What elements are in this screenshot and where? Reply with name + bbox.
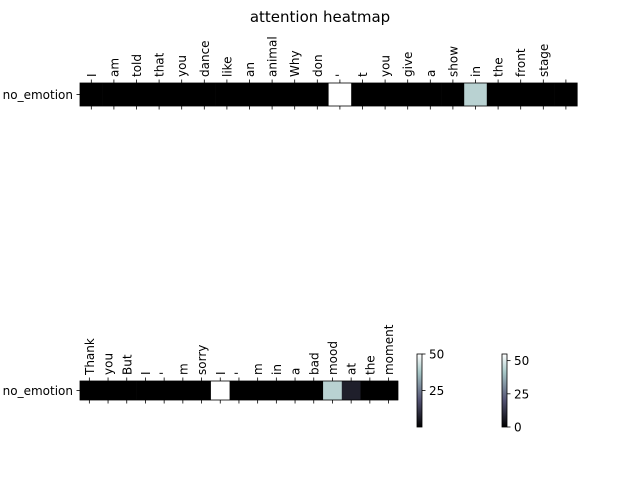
token-label: that xyxy=(153,52,167,77)
heatmap-cell-1-16 xyxy=(441,83,465,106)
heatmap-cell-1-19 xyxy=(509,83,533,106)
heatmap-cell-2-10 xyxy=(267,381,286,400)
colorbar-fill xyxy=(502,354,507,427)
heatmap-cell-1-12 xyxy=(351,83,375,106)
token-label: you xyxy=(379,55,393,77)
heatmap-cell-1-17 xyxy=(464,83,488,106)
heatmap-cell-1-4 xyxy=(170,83,194,106)
heatmap-cell-1-21 xyxy=(554,83,578,106)
heatmap-cell-2-5 xyxy=(173,381,193,400)
colorbar-tick-label: 25 xyxy=(429,384,444,398)
token-label: ' xyxy=(158,372,172,375)
token-label: I xyxy=(85,73,99,77)
heatmap-cell-1-20 xyxy=(532,83,555,106)
token-label: ' xyxy=(232,372,246,375)
heatmap-cell-1-7 xyxy=(238,83,262,106)
token-label: told xyxy=(130,54,144,77)
colorbar-fill xyxy=(417,354,422,427)
token-label: an xyxy=(243,62,257,77)
token-label: front xyxy=(514,48,528,77)
chart-title: attention heatmap xyxy=(250,8,390,26)
colorbar-tick-label: 50 xyxy=(429,348,444,362)
heatmap-cell-2-0 xyxy=(80,381,99,400)
heatmap-cell-1-18 xyxy=(486,83,510,106)
row-label: no_emotion xyxy=(3,384,73,398)
heatmap-cell-1-11 xyxy=(328,83,352,106)
colorbar-tick-label: 50 xyxy=(514,354,529,368)
token-label: am xyxy=(107,58,121,77)
heatmap-bottom: Thank you But I ' m sorry I ' m in a bad mood at the mom… xyxy=(3,324,399,404)
heatmap-cell-1-3 xyxy=(147,83,171,106)
heatmap-cell-2-7 xyxy=(210,381,230,400)
heatmap-cell-2-3 xyxy=(136,381,156,400)
heatmap-cell-1-0 xyxy=(80,83,103,106)
token-label: But xyxy=(120,354,134,375)
token-label: like xyxy=(220,56,234,77)
heatmap-cell-2-16 xyxy=(379,381,399,400)
token-label: a xyxy=(424,70,438,77)
token-label: I xyxy=(214,371,228,375)
heatmap-cell-2-2 xyxy=(117,381,137,400)
colorbar-2: 0 25 50 xyxy=(501,353,529,435)
heatmap-cell-1-2 xyxy=(125,83,149,106)
token-label: sorry xyxy=(195,345,209,375)
heatmap-cell-1-6 xyxy=(215,83,239,106)
token-label: animal xyxy=(266,36,280,77)
heatmap-cell-2-13 xyxy=(323,381,343,400)
token-label: m xyxy=(176,363,190,375)
row-label: no_emotion xyxy=(3,88,73,102)
heatmap-cell-2-6 xyxy=(192,381,212,400)
token-label: bad xyxy=(307,352,321,375)
colorbar-1: 25 50 xyxy=(416,348,444,428)
token-label: in xyxy=(469,66,483,77)
colorbar-frame xyxy=(501,353,508,428)
heatmap-cell-2-8 xyxy=(229,381,249,400)
heatmap-cell-1-5 xyxy=(193,83,216,106)
colorbar-tick-label: 25 xyxy=(514,387,529,401)
token-label: give xyxy=(401,52,415,77)
token-label: the xyxy=(363,355,377,375)
heatmap-cell-1-9 xyxy=(283,83,307,106)
token-label: in xyxy=(270,364,284,375)
token-label: I xyxy=(139,371,153,375)
heatmap-cell-2-9 xyxy=(248,381,268,400)
token-label: Why xyxy=(288,50,302,77)
heatmap-cell-1-13 xyxy=(373,83,397,106)
token-label: dance xyxy=(198,40,212,77)
colorbar-tick-label: 0 xyxy=(514,421,522,435)
heatmap-cell-1-14 xyxy=(396,83,420,106)
heatmap-cell-1-10 xyxy=(306,83,329,106)
heatmap-cell-1-1 xyxy=(102,83,126,106)
token-label: at xyxy=(345,363,359,375)
heatmap-cell-2-14 xyxy=(341,381,361,400)
token-label: stage xyxy=(537,44,551,77)
heatmap-cell-2-1 xyxy=(98,381,118,400)
token-label: ' xyxy=(333,74,347,77)
token-label: Thank xyxy=(83,338,97,376)
token-label: moment xyxy=(382,324,396,375)
heatmap-cell-2-12 xyxy=(304,381,324,400)
token-label: you xyxy=(102,353,116,375)
token-label: m xyxy=(251,363,265,375)
token-label: a xyxy=(289,368,303,375)
token-label: you xyxy=(175,55,189,77)
heatmap-cell-2-15 xyxy=(360,381,380,400)
token-label: the xyxy=(492,57,506,77)
token-label: show xyxy=(446,46,460,77)
token-label: t xyxy=(356,72,370,77)
heatmap-cell-1-15 xyxy=(419,83,442,106)
token-label: don xyxy=(311,54,325,77)
heatmap-cell-2-11 xyxy=(285,381,305,400)
heatmap-cell-1-8 xyxy=(260,83,284,106)
token-label: mood xyxy=(326,341,340,375)
heatmap-cell-2-4 xyxy=(154,381,174,400)
